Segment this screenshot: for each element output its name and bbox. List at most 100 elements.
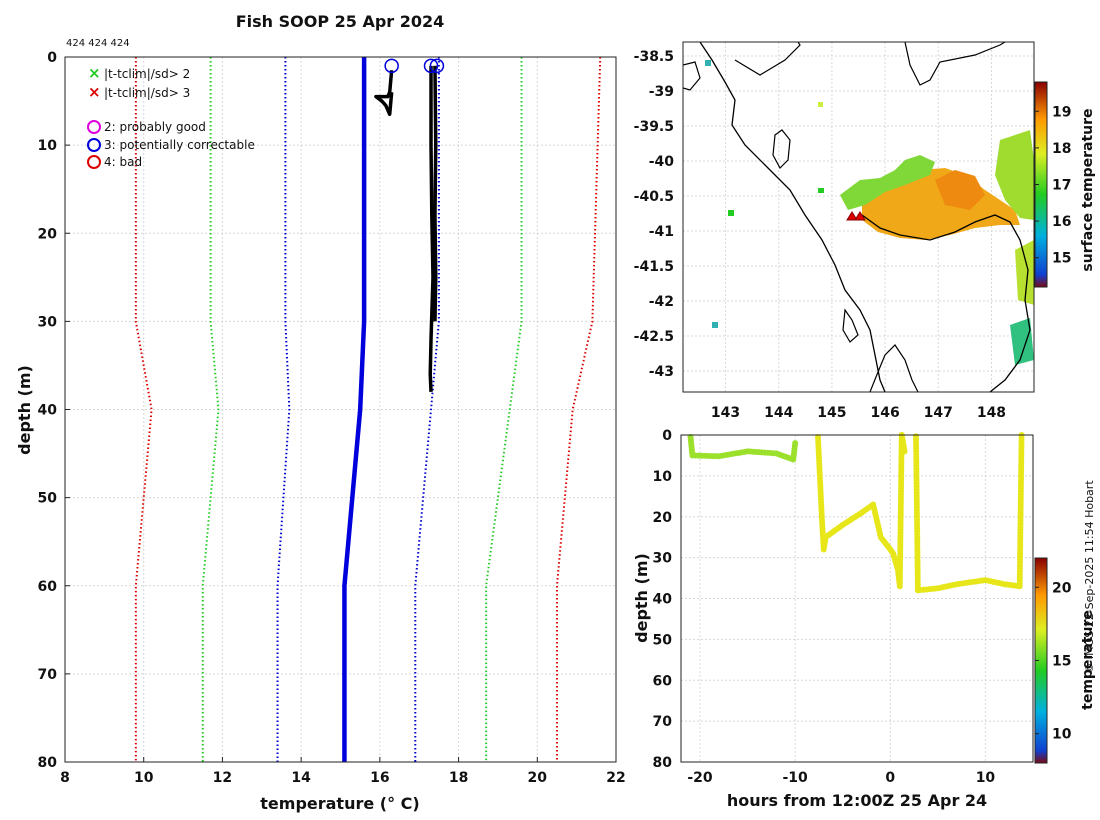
map-y-tick-label: -41.5 [634,259,674,275]
map-panel: 143 144 145 146 147 148 -38.5 -39 -39.5 -40 -40.5 -… [634,41,1096,421]
colorbar-tick-label: 10 [1052,727,1072,743]
y-tick-label: 20 [38,226,58,242]
temperature-colorbar-label: temperature [1080,610,1096,710]
climatology-series [201,57,220,762]
climatology-series [134,57,153,762]
legend-circle-good-icon [87,120,101,134]
map-x-tick-label: 148 [977,405,1006,421]
colorbar-tick-label: 19 [1052,104,1071,120]
coastline-victoria [699,42,886,392]
track-marker-icon [854,211,866,221]
profile-y-ticks: 0 10 20 30 40 50 60 70 80 [38,50,70,771]
legend-circle-correctable-icon [87,138,101,152]
x-tick-label: 10 [976,770,996,786]
profile-y-label: depth (m) [15,365,34,455]
y-tick-label: 50 [38,491,58,507]
y-tick-label: 10 [38,138,58,154]
sst-speck [818,102,823,107]
sst-east-patch-3 [1010,318,1034,365]
temperature-colorbar-ticks: 10 15 20 [1034,557,1072,764]
map-x-tick-label: 145 [817,405,846,421]
map-y-tick-label: -42.5 [634,329,674,345]
colorbar-tick-label: 18 [1052,141,1071,157]
coastline-tasmania [861,214,1031,392]
depth-time-grid [681,434,1033,763]
map-x-tick-label: 147 [924,405,953,421]
observed-series [433,65,438,322]
legend-label-good: 2: probably good [104,120,206,134]
y-tick-label: 60 [653,673,673,689]
legend: × |t-tclim|/sd> 2 × |t-tclim|/sd> 3 2: p… [87,64,255,169]
depth-time-point [792,440,799,447]
sst-speck [712,322,718,328]
legend-label-correctable: 3: potentially correctable [104,138,255,152]
x-tick-label: 12 [213,770,232,786]
map-y-tick-label: -41 [649,224,674,240]
coastline-north [904,42,1006,86]
x-tick-label: -20 [687,770,713,786]
legend-label-bad: 4: bad [104,155,142,169]
y-tick-label: 80 [38,755,58,771]
coastline-bay [734,42,801,76]
legend-label-sd2: |t-tclim|/sd> 2 [104,67,190,81]
track-marker-icon [846,211,858,221]
map-content [683,42,1034,392]
y-tick-label: 60 [38,579,58,595]
climatology-lines [134,56,602,762]
sst-colorbar-label: surface temperature [1080,108,1096,271]
x-tick-label: 22 [606,770,625,786]
climatology-series [276,57,291,762]
y-tick-label: 70 [653,714,673,730]
observed-series [374,70,394,117]
map-frame [682,41,1035,393]
x-tick-label: 18 [449,770,468,786]
climatology-series [485,57,523,762]
map-y-tick-label: -38.5 [634,49,674,65]
x-tick-label: -10 [783,770,809,786]
sst-green-band [840,155,935,210]
y-tick-label: 0 [662,428,672,444]
y-tick-label: 30 [653,551,673,567]
profile-grid [64,56,617,763]
flag-marker [423,58,439,74]
depth-time-panel: -20 -10 0 10 0 10 20 30 40 50 60 70 80 hours from 12… [632,428,1096,810]
map-y-tick-label: -39 [649,84,674,100]
legend-symbol-sd2: × [88,64,101,82]
y-tick-label: 30 [38,314,58,330]
x-tick-label: 16 [370,770,389,786]
depth-time-y-label: depth (m) [632,553,651,643]
depth-time-x-label: hours from 12:00Z 25 Apr 24 [727,791,987,810]
climatology-series [555,56,602,762]
map-y-tick-label: -40.5 [634,189,674,205]
legend-symbol-sd3: × [88,83,101,101]
colorbar-frame [1034,557,1048,764]
coastline-tas-west [869,344,919,392]
map-x-tick-label: 144 [764,405,793,421]
colorbar-tick-label: 15 [1052,251,1071,267]
climatology-series [414,57,440,762]
legend-label-sd3: |t-tclim|/sd> 3 [104,86,190,100]
y-tick-label: 20 [653,510,673,526]
map-x-tick-label: 146 [870,405,899,421]
chart-title: Fish SOOP 25 Apr 2024 [236,12,445,31]
colorbar-frame [1034,81,1048,288]
colorbar-tick-label: 16 [1052,214,1071,230]
x-tick-label: 14 [291,770,311,786]
king-island [772,129,791,169]
flag-marker [384,58,399,74]
y-tick-label: 80 [653,755,673,771]
map-x-tick-label: 143 [711,405,740,421]
sst-speck [705,60,711,66]
y-tick-label: 0 [47,50,57,66]
observed-series [428,65,435,392]
sst-hot-core [935,170,985,210]
legend-circle-bad-icon [87,155,101,169]
colorbar-tick-label: 15 [1052,654,1071,670]
colorbar-tick-label: 20 [1052,580,1072,596]
flag-marker [429,58,445,74]
depth-time-frame [680,434,1034,763]
temperature-colorbar [1035,558,1047,763]
coastline-west [683,61,701,91]
x-tick-label: 8 [60,770,70,786]
